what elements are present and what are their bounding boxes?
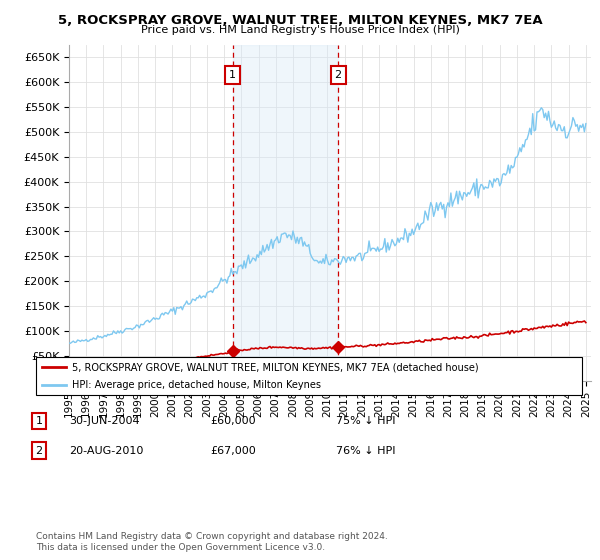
Text: 1: 1 xyxy=(35,416,43,426)
Text: Contains HM Land Registry data © Crown copyright and database right 2024.
This d: Contains HM Land Registry data © Crown c… xyxy=(36,532,388,552)
Text: £60,000: £60,000 xyxy=(210,416,256,426)
Text: 2: 2 xyxy=(35,446,43,456)
Text: 1: 1 xyxy=(229,69,236,80)
Text: £67,000: £67,000 xyxy=(210,446,256,456)
Bar xyxy=(233,45,338,381)
Text: Price paid vs. HM Land Registry's House Price Index (HPI): Price paid vs. HM Land Registry's House … xyxy=(140,25,460,35)
Text: 2: 2 xyxy=(335,69,342,80)
Text: 30-JUN-2004: 30-JUN-2004 xyxy=(69,416,140,426)
Text: 5, ROCKSPRAY GROVE, WALNUT TREE, MILTON KEYNES, MK7 7EA: 5, ROCKSPRAY GROVE, WALNUT TREE, MILTON … xyxy=(58,14,542,27)
Text: HPI: Average price, detached house, Milton Keynes: HPI: Average price, detached house, Milt… xyxy=(72,380,321,390)
Text: 76% ↓ HPI: 76% ↓ HPI xyxy=(336,446,395,456)
Text: 5, ROCKSPRAY GROVE, WALNUT TREE, MILTON KEYNES, MK7 7EA (detached house): 5, ROCKSPRAY GROVE, WALNUT TREE, MILTON … xyxy=(72,362,479,372)
Text: 20-AUG-2010: 20-AUG-2010 xyxy=(69,446,143,456)
Text: 75% ↓ HPI: 75% ↓ HPI xyxy=(336,416,395,426)
